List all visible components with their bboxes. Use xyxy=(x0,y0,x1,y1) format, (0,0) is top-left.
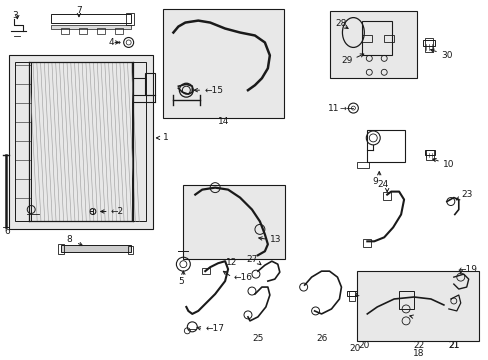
Bar xyxy=(424,150,434,155)
Bar xyxy=(357,162,368,168)
Bar xyxy=(366,130,404,162)
Bar xyxy=(58,244,64,254)
Text: 24: 24 xyxy=(377,180,388,189)
Bar xyxy=(424,39,432,53)
Bar xyxy=(9,55,152,229)
Bar xyxy=(15,62,31,221)
Text: 30: 30 xyxy=(440,51,451,60)
Text: 11: 11 xyxy=(327,104,338,113)
Bar xyxy=(79,28,87,33)
Text: 26: 26 xyxy=(315,334,326,343)
Text: 1: 1 xyxy=(162,134,168,143)
Bar xyxy=(383,192,390,199)
Bar xyxy=(384,35,393,42)
Text: →: → xyxy=(339,104,346,113)
Text: ←2: ←2 xyxy=(111,207,123,216)
Text: 27: 27 xyxy=(246,255,257,264)
Bar xyxy=(144,73,154,95)
Text: 5: 5 xyxy=(178,276,184,285)
Bar xyxy=(398,291,413,309)
Text: 29: 29 xyxy=(341,56,352,65)
Bar xyxy=(357,271,478,341)
Bar xyxy=(115,28,122,33)
Text: 6: 6 xyxy=(4,227,10,236)
Text: 18: 18 xyxy=(412,349,424,358)
Text: →: → xyxy=(114,38,121,47)
Bar xyxy=(51,24,130,28)
Text: ←16: ←16 xyxy=(234,273,253,282)
Text: 12: 12 xyxy=(226,258,237,267)
Text: 10: 10 xyxy=(442,160,453,169)
Text: ←15: ←15 xyxy=(204,86,223,95)
Text: 22: 22 xyxy=(412,341,424,350)
Bar xyxy=(422,40,434,46)
Text: 20: 20 xyxy=(358,341,369,350)
Text: 8: 8 xyxy=(66,235,72,244)
Bar xyxy=(202,268,210,274)
Bar xyxy=(346,291,357,296)
Text: ←19: ←19 xyxy=(458,265,477,274)
Bar xyxy=(425,150,433,160)
Text: 4: 4 xyxy=(108,38,114,47)
Text: 20: 20 xyxy=(349,344,360,353)
Text: 3: 3 xyxy=(12,11,18,20)
Bar xyxy=(163,9,283,118)
Bar xyxy=(363,239,370,247)
Bar xyxy=(362,21,391,55)
Bar xyxy=(362,35,371,42)
Text: 23: 23 xyxy=(461,190,472,199)
Text: ←17: ←17 xyxy=(205,324,224,333)
Bar xyxy=(329,11,416,78)
Text: 14: 14 xyxy=(218,117,229,126)
Text: 9: 9 xyxy=(372,177,377,186)
Bar xyxy=(131,62,145,221)
Bar xyxy=(127,246,132,254)
Text: 21: 21 xyxy=(447,341,459,350)
Text: 25: 25 xyxy=(252,334,263,343)
Bar xyxy=(125,13,133,24)
Text: 7: 7 xyxy=(76,6,81,15)
Bar xyxy=(61,245,130,252)
Text: 28: 28 xyxy=(335,19,346,28)
Bar xyxy=(183,185,284,259)
Text: 21: 21 xyxy=(447,341,459,350)
Text: 13: 13 xyxy=(269,235,281,244)
Bar xyxy=(349,291,355,301)
Bar xyxy=(97,28,104,33)
Bar xyxy=(61,28,69,33)
Bar xyxy=(51,14,130,23)
